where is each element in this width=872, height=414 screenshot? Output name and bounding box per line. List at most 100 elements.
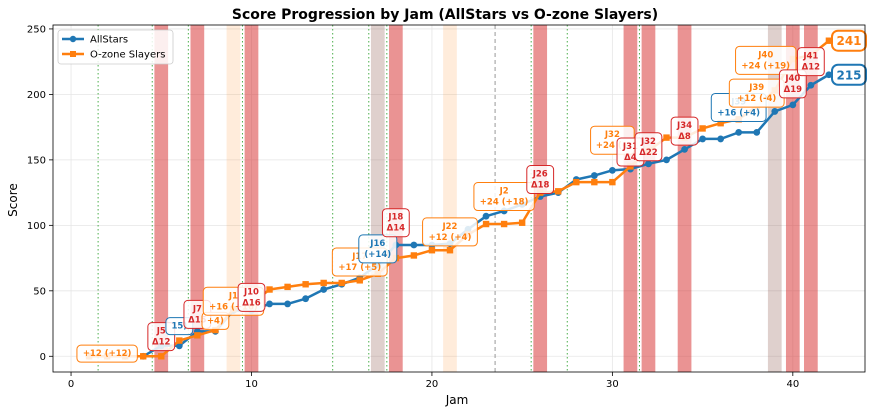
annotation-text: Δ15 [188, 315, 206, 325]
end-label-box [831, 63, 867, 86]
legend: AllStars O-zone Slayers [57, 29, 174, 65]
tan-band [370, 25, 385, 372]
ozone-point [410, 252, 418, 259]
annotation-text: +12 (+4) [429, 233, 472, 243]
annotation-text: +24 (+18) [480, 198, 529, 208]
allstars-point [753, 128, 761, 136]
annotation-text: +24 (+ [596, 141, 629, 151]
lead-change-band [388, 25, 403, 372]
annotation-box [358, 234, 398, 264]
ozone-point [699, 125, 706, 132]
annotation-text: J32 [604, 130, 620, 140]
ozone-point [194, 332, 201, 339]
annotation-text: +12 (-4) [737, 94, 776, 104]
y-tick-label: 50 [33, 286, 46, 297]
annotation-box [796, 47, 825, 77]
annotation-box [634, 132, 663, 162]
annotation-text: J2 [499, 187, 509, 197]
ozone-point [266, 286, 273, 293]
annotation-text: Δ16 [242, 298, 260, 308]
annotation-text: J22 [441, 222, 457, 232]
annotation-text: Δ22 [639, 148, 657, 158]
annotation-text: Δ18 [531, 181, 549, 191]
allstars-point [302, 295, 310, 303]
annotation-text: Δ19 [784, 85, 802, 95]
allstars-point [175, 342, 183, 350]
annotation-text: J7 [192, 304, 202, 314]
jam-annotation: J40+24 (+19) [735, 45, 797, 75]
allstars-point [266, 300, 273, 308]
ozone-point [356, 277, 363, 284]
annotation-text: Δ12 [802, 63, 820, 73]
plot-frame [52, 24, 866, 373]
allstars-point [663, 156, 670, 164]
ozone-point [338, 279, 345, 287]
ozone-point [140, 353, 147, 360]
annotation-text: J41 [802, 52, 818, 62]
y-tick-label: 250 [27, 24, 46, 35]
lead-change-band [785, 25, 800, 372]
annotation-text: J26 [532, 170, 548, 180]
annotation-text: J32 [640, 137, 656, 147]
annotation-text: Δ12 [152, 338, 170, 348]
annotation-text: +4) [207, 316, 224, 326]
allstars-point [825, 71, 833, 79]
annotation-text: J5 [156, 327, 166, 337]
legend-entry: O-zone Slayers [90, 50, 165, 61]
x-tick-label: 20 [426, 379, 439, 390]
ozone-point [428, 247, 436, 254]
x-tick-label: 0 [68, 379, 74, 390]
annotation-text: J39 [748, 83, 764, 93]
ozone-point [555, 188, 562, 195]
annotation-box [381, 208, 410, 238]
lead-change-band [677, 25, 692, 372]
allstars-point [320, 286, 328, 293]
end-label-value: 241 [836, 34, 861, 48]
lead-change-band [804, 25, 818, 372]
end-label-ozone: 241 [831, 29, 867, 52]
y-tick-label: 200 [27, 90, 46, 101]
ozone-point [518, 219, 526, 226]
allstars-point [735, 128, 743, 136]
lead-change-band [190, 25, 205, 372]
annotation-box [422, 217, 478, 247]
annotation-text: J34 [676, 121, 692, 131]
end-label-allstars: 215 [831, 63, 867, 86]
axes: 0 10 20 30 40 0 50 100 150 200 250 [27, 24, 866, 390]
ozone-point [573, 178, 580, 186]
ozone-point [176, 337, 183, 344]
annotation-text: J40 [784, 74, 800, 84]
annotation-box [778, 69, 807, 99]
legend-marker [70, 51, 76, 57]
light-orange-band [226, 25, 241, 372]
annotation-box [735, 45, 797, 75]
annotation-text: +12 (+12) [83, 349, 132, 359]
ozone-point [825, 37, 833, 44]
allstars-point [284, 300, 291, 308]
annotation-text: Δ14 [387, 224, 405, 234]
annotation-text: +16 (+4) [717, 108, 760, 118]
annotation-text: Δ4 [624, 153, 637, 163]
annotation-text: 15) [171, 322, 187, 332]
x-tick-label: 30 [606, 379, 619, 390]
end-label-box [831, 29, 867, 52]
light-orange-band [443, 25, 457, 372]
ozone-point [320, 279, 327, 287]
ozone-point [446, 247, 454, 254]
allstars-point [789, 101, 797, 109]
lead-change-band [623, 25, 638, 372]
allstars-point [699, 135, 706, 143]
y-tick-label: 150 [27, 155, 46, 166]
tan-band [767, 25, 782, 372]
x-tick-label: 40 [786, 379, 799, 390]
ozone-point [158, 353, 165, 360]
annotation-text: J16 [369, 239, 385, 249]
annotation-text: +17 (+5) [338, 263, 381, 273]
allstars-point [410, 241, 418, 249]
legend-marker [69, 35, 77, 43]
